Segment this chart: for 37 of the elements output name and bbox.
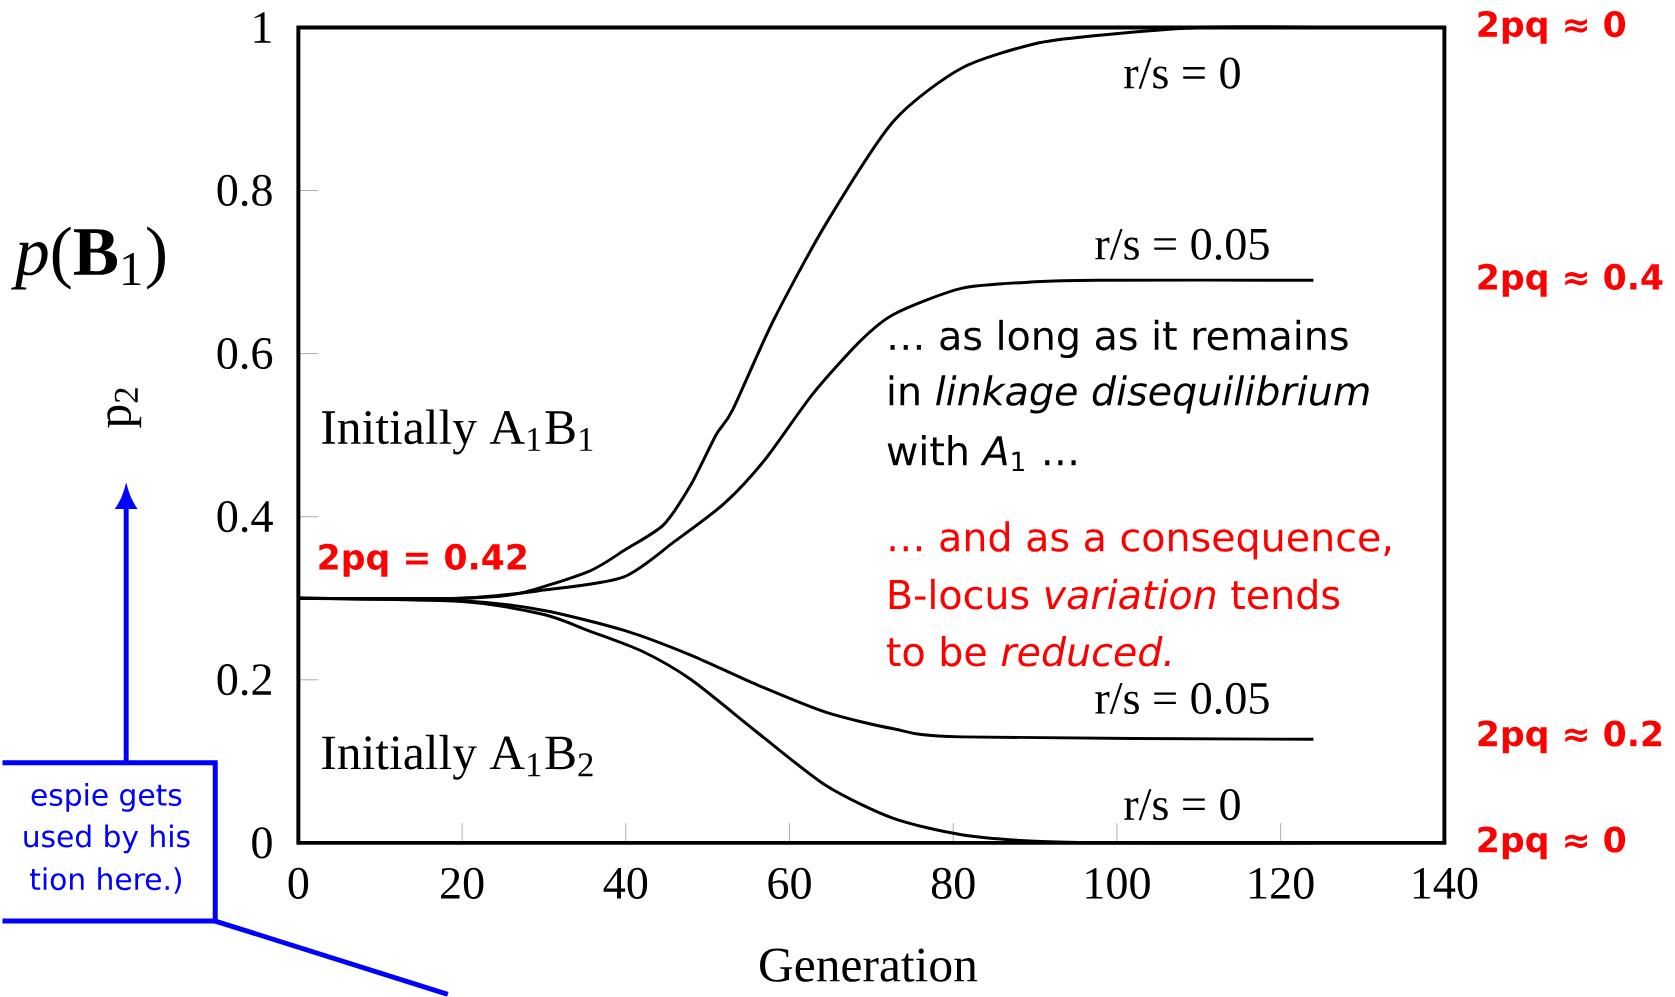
x-tick-label: 40 [603,867,648,900]
x-tick-label: 60 [768,867,811,900]
x-tick-label: 140 [1413,867,1478,900]
text: 2pq ≈ 0.2 [1478,720,1661,754]
annotation: in linkage disequilibrium [889,375,1369,414]
annotation: with A$_{1}$ … [887,435,1076,472]
x-tick-label: 100 [1086,867,1150,900]
text: 2pq ≈ 0.4 [1478,263,1663,297]
text: used by his [24,824,190,854]
annotation: Initially A$_{1}$B$_{2}$ [322,734,593,780]
x-tick-label: 80 [931,867,975,900]
y-tick-label: 0.6 [217,338,273,370]
series-label: r/s = 0.05 [1095,228,1269,261]
text: espie gets [31,783,182,812]
x-tick-label: 0 [288,867,309,900]
y-tick-label: 0.4 [217,501,273,533]
annotation: to be reduced. [887,636,1170,667]
y-tick-label: 0.8 [217,174,272,207]
series-label: r/s = 0 [1124,57,1240,89]
y-axis-title: p$_{2}$ [107,388,142,428]
annotation: 2pq = 0.42 [319,543,526,577]
annotation: … and as a consequence, [890,521,1391,560]
y-tick-label: 1 [254,12,271,43]
annotation: … as long as it remains [890,319,1348,359]
y-tick-label: 0 [252,827,272,859]
series-label: r/s = 0.05 [1095,682,1269,715]
text: p(B$_{1}$) [11,226,165,290]
x-tick-label: 120 [1250,867,1314,900]
text: 2pq ≈ 0 [1478,11,1626,44]
text: tion here.) [30,867,181,894]
y-tick-label: 0.2 [217,664,271,696]
text: 2pq ≈ 0 [1478,826,1626,860]
annotation: B-locus variation tends [889,578,1340,610]
annotation: Initially A$_{1}$B$_{1}$ [322,409,593,455]
series-label: r/s = 0 [1124,789,1240,821]
x-axis-title: Generation [760,948,978,982]
x-tick-label: 20 [441,867,484,900]
